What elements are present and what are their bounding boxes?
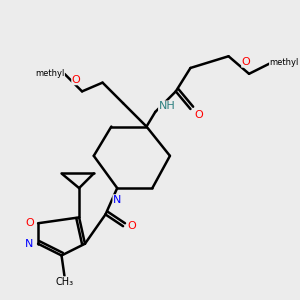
Text: O: O	[195, 110, 204, 120]
Text: methyl: methyl	[35, 69, 64, 78]
Text: N: N	[25, 239, 34, 249]
Text: NH: NH	[159, 101, 176, 111]
Text: methyl: methyl	[269, 58, 299, 67]
Text: O: O	[128, 221, 136, 231]
Text: O: O	[242, 57, 250, 67]
Text: O: O	[25, 218, 34, 228]
Text: O: O	[72, 75, 81, 85]
Text: CH₃: CH₃	[56, 277, 74, 287]
Text: N: N	[113, 195, 122, 205]
